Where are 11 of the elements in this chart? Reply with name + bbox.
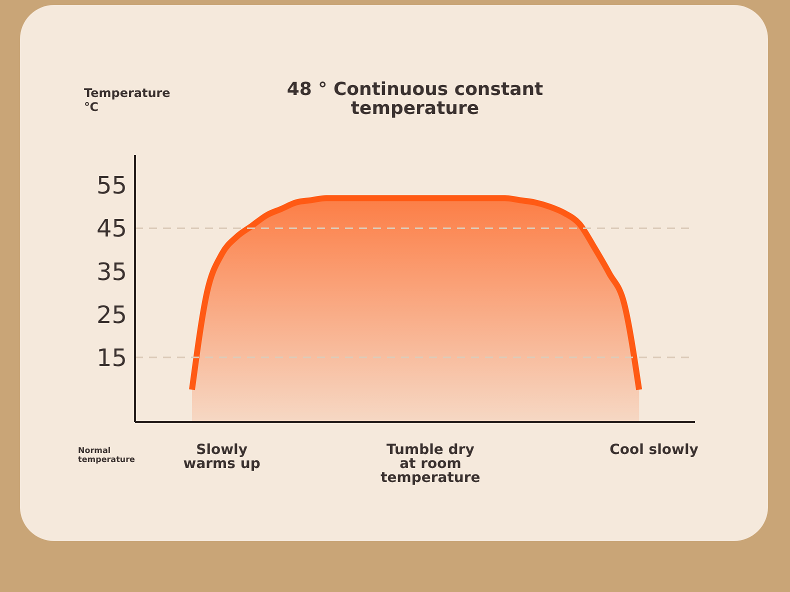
y-tick-label: 35 [96, 258, 127, 286]
text: Normal temperature [78, 446, 136, 464]
chart-title: 48 ° Continuous constant temperature [286, 79, 544, 119]
y-tick-label: 55 [96, 172, 127, 200]
y-tick-label: 25 [96, 300, 127, 329]
x-tick-label: Tumble dry at room temperature [380, 442, 480, 486]
y-tick-label: 15 [96, 344, 127, 372]
x-tick-label: Cool slowly [610, 442, 698, 458]
y-tick-label: 45 [96, 214, 127, 243]
y-axis-title: Temperature ℃ [84, 86, 172, 114]
x-tick-label: Slowly warms up [183, 442, 260, 472]
